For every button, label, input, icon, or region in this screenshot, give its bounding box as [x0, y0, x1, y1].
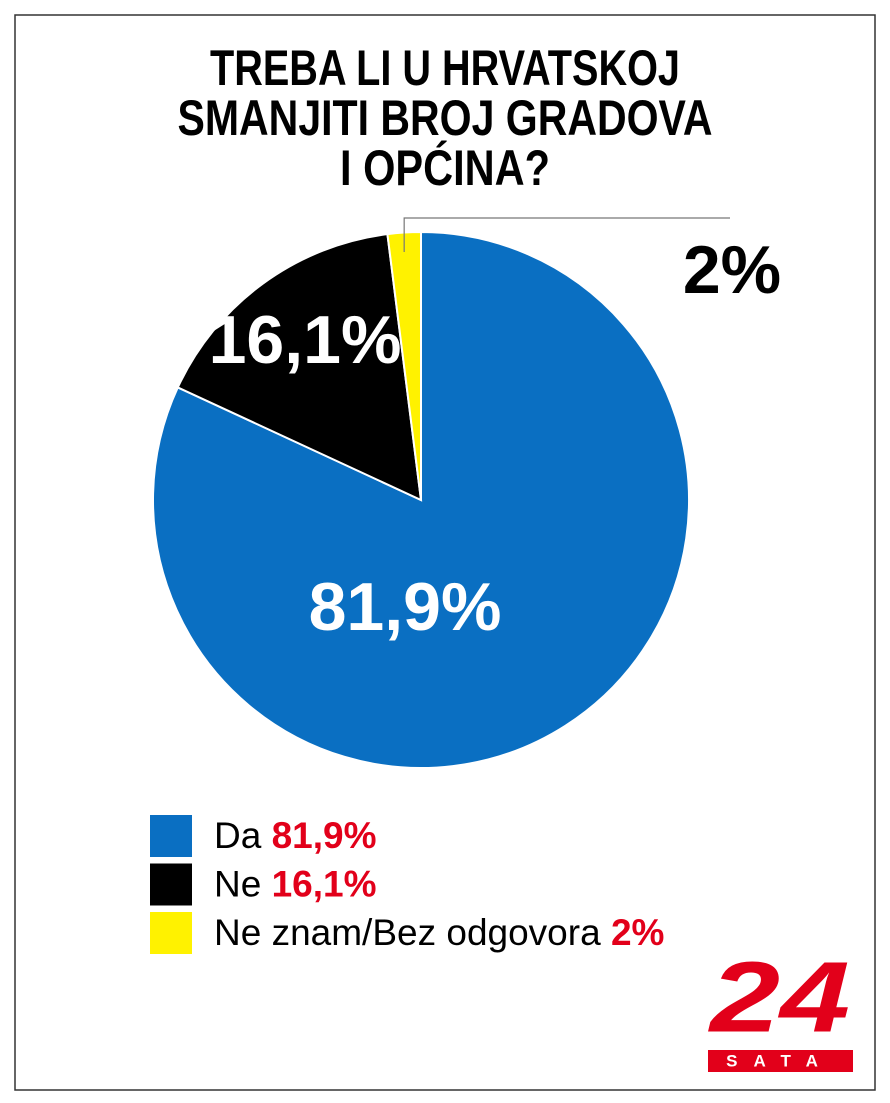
logo-bar [708, 1050, 853, 1072]
legend-value: 81,9% [272, 815, 377, 856]
logo-text: SATA [726, 1051, 834, 1070]
chart-title: I OPĆINA? [340, 140, 550, 196]
legend-entry: Da 81,9% [214, 815, 377, 856]
legend-label: Ne [214, 863, 261, 904]
legend-swatch [150, 912, 192, 954]
chart-title: TREBA LI U HRVATSKOJ [210, 40, 680, 96]
legend-label: Ne znam/Bez odgovora [214, 912, 601, 953]
pie-slice [176, 232, 423, 502]
data-label: 16,1% [209, 302, 402, 378]
legend-entry: Ne znam/Bez odgovora 2% [214, 912, 664, 953]
legend-entry: Ne 16,1% [214, 863, 377, 904]
legend-value: 2% [611, 912, 664, 953]
data-label: 81,9% [309, 569, 502, 645]
leader-line [403, 217, 730, 252]
logo-number: 24 [707, 941, 850, 1053]
legend-value: 16,1% [272, 863, 377, 904]
chart-title: SMANJITI BROJ GRADOVA [178, 90, 713, 146]
logo: 24 SATA [707, 941, 853, 1072]
data-label: 2% [683, 232, 781, 308]
legend-swatch [150, 815, 192, 857]
legend-swatch [150, 863, 192, 906]
legend-label: Da [214, 815, 262, 856]
